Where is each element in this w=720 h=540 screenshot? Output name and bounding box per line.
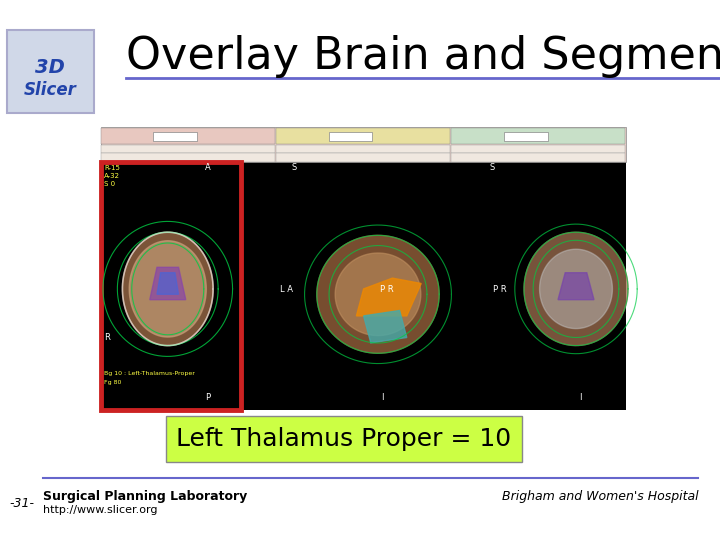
Text: I: I: [382, 393, 384, 402]
Text: P R: P R: [380, 285, 394, 294]
FancyBboxPatch shape: [451, 128, 625, 144]
FancyBboxPatch shape: [276, 153, 450, 162]
Text: P: P: [205, 393, 210, 402]
Polygon shape: [129, 241, 207, 337]
Polygon shape: [558, 273, 594, 300]
Text: 3D: 3D: [35, 58, 66, 77]
Text: S: S: [292, 163, 297, 172]
Text: Fg 80: Fg 80: [104, 381, 122, 386]
FancyBboxPatch shape: [153, 132, 197, 141]
Text: P R: P R: [493, 285, 507, 294]
FancyBboxPatch shape: [101, 128, 274, 144]
Text: -31-: -31-: [9, 497, 34, 510]
FancyBboxPatch shape: [451, 153, 625, 162]
Text: R-15: R-15: [104, 165, 120, 171]
Text: L: L: [630, 285, 634, 294]
FancyBboxPatch shape: [101, 127, 626, 162]
Polygon shape: [539, 249, 613, 328]
Text: http://www.slicer.org: http://www.slicer.org: [43, 505, 158, 515]
FancyBboxPatch shape: [101, 145, 274, 153]
Text: I: I: [580, 393, 582, 402]
Text: Overlay Brain and Segmentation: Overlay Brain and Segmentation: [126, 35, 720, 78]
FancyBboxPatch shape: [276, 128, 450, 144]
FancyBboxPatch shape: [451, 145, 625, 153]
Text: R: R: [104, 333, 110, 342]
Text: Brigham and Women's Hospital: Brigham and Women's Hospital: [502, 490, 698, 503]
FancyBboxPatch shape: [504, 132, 547, 141]
Text: A-32: A-32: [104, 173, 120, 179]
Polygon shape: [356, 278, 421, 316]
Text: Left Thalamus Proper = 10: Left Thalamus Proper = 10: [176, 427, 511, 451]
FancyBboxPatch shape: [101, 162, 626, 410]
Polygon shape: [157, 273, 179, 294]
Polygon shape: [150, 267, 186, 300]
Polygon shape: [364, 310, 407, 343]
Text: L A: L A: [279, 285, 292, 294]
Text: Surgical Planning Laboratory: Surgical Planning Laboratory: [43, 490, 248, 503]
Polygon shape: [524, 232, 628, 346]
Text: Slicer: Slicer: [24, 81, 77, 99]
Polygon shape: [122, 232, 213, 346]
Text: S: S: [490, 163, 495, 172]
FancyBboxPatch shape: [7, 30, 94, 113]
Polygon shape: [317, 235, 439, 353]
Text: Bg 10 : Left-Thalamus-Proper: Bg 10 : Left-Thalamus-Proper: [104, 372, 195, 376]
Polygon shape: [336, 253, 420, 335]
FancyBboxPatch shape: [328, 132, 372, 141]
FancyBboxPatch shape: [166, 416, 522, 462]
Text: S 0: S 0: [104, 181, 115, 187]
FancyBboxPatch shape: [276, 145, 450, 153]
Text: A: A: [205, 163, 211, 172]
FancyBboxPatch shape: [101, 153, 274, 162]
